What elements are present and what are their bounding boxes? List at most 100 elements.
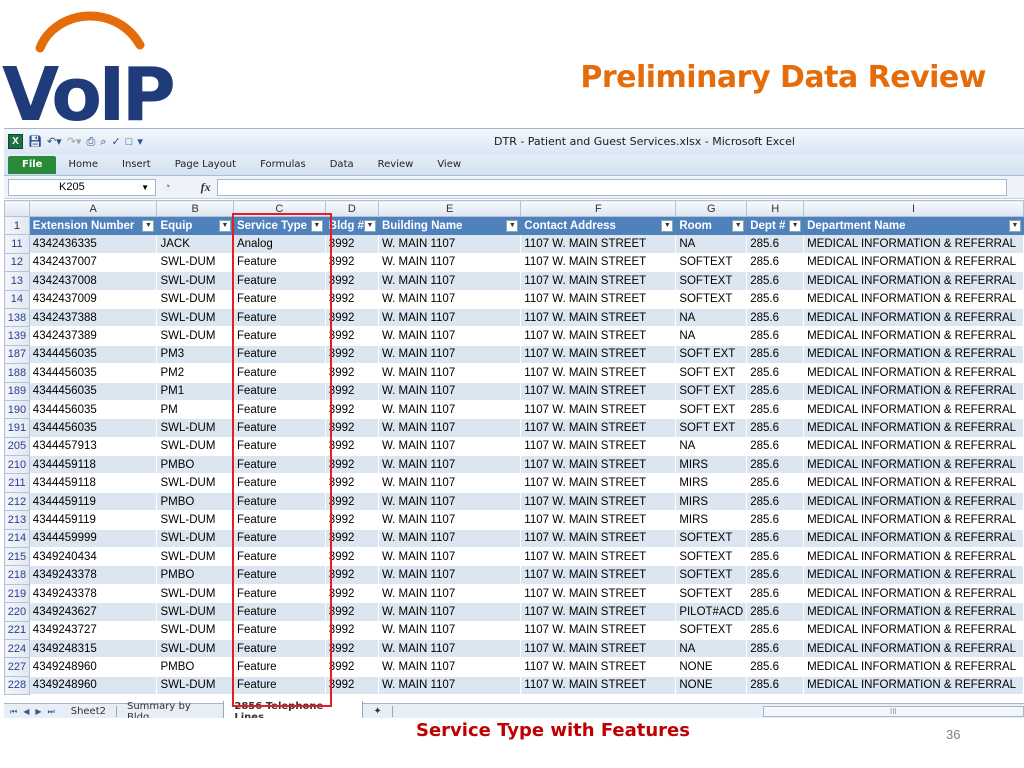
cell-contact-address[interactable]: 1107 W. MAIN STREET [520, 289, 677, 309]
cell-service-type[interactable]: Feature [232, 657, 326, 677]
cell-service-type[interactable]: Feature [232, 565, 326, 585]
cell-contact-address[interactable]: 1107 W. MAIN STREET [520, 583, 677, 604]
cell-room[interactable]: NONE [675, 675, 748, 696]
row-number[interactable]: 11 [4, 234, 30, 254]
horizontal-scrollbar[interactable]: III [762, 706, 1024, 717]
row-number[interactable]: 220 [4, 602, 30, 622]
cell-service-type[interactable]: Feature [232, 418, 326, 438]
cell-extension-number[interactable]: 4344457913 [28, 436, 158, 457]
cell-room[interactable]: MIRS [675, 455, 748, 475]
row-number[interactable]: 139 [4, 326, 30, 346]
cell-building-name[interactable]: W. MAIN 1107 [377, 381, 522, 401]
last-sheet-icon[interactable]: ⏭ [47, 706, 55, 716]
cell-building-name[interactable]: W. MAIN 1107 [377, 473, 522, 493]
cell-extension-number[interactable]: 4342437008 [28, 271, 158, 291]
cell-dept[interactable]: 285.6 [746, 473, 805, 493]
cell-building-name[interactable]: W. MAIN 1107 [377, 271, 522, 291]
tab-review[interactable]: Review [377, 158, 414, 170]
cell-department-name[interactable]: MEDICAL INFORMATION & REFERRAL [803, 326, 1024, 346]
cell-room[interactable]: NONE [675, 657, 748, 677]
cell-department-name[interactable]: MEDICAL INFORMATION & REFERRAL [803, 363, 1024, 383]
cell-dept[interactable]: 285.6 [746, 620, 805, 640]
cell-contact-address[interactable]: 1107 W. MAIN STREET [520, 620, 677, 640]
column-header[interactable]: D [324, 200, 379, 217]
cell-equip[interactable]: SWL-DUM [156, 307, 234, 328]
tab-view[interactable]: View [437, 158, 462, 170]
cell-bldg[interactable]: 3992 [324, 620, 379, 640]
header-contact-address[interactable]: Contact Address ▼ [520, 215, 677, 236]
cell-service-type[interactable]: Feature [232, 436, 326, 457]
cell-department-name[interactable]: MEDICAL INFORMATION & REFERRAL [803, 675, 1024, 696]
row-number[interactable]: 189 [4, 381, 30, 401]
cell-equip[interactable]: PMBO [156, 657, 234, 677]
zoom-icon[interactable]: ⌕ [100, 135, 107, 148]
cell-equip[interactable]: SWL-DUM [156, 326, 234, 346]
cell-dept[interactable]: 285.6 [746, 638, 805, 659]
cell-dept[interactable]: 285.6 [746, 657, 805, 677]
cell-department-name[interactable]: MEDICAL INFORMATION & REFERRAL [803, 602, 1024, 622]
header-building-name[interactable]: Building Name ▼ [377, 215, 522, 236]
cell-building-name[interactable]: W. MAIN 1107 [377, 510, 522, 530]
cell-department-name[interactable]: MEDICAL INFORMATION & REFERRAL [803, 638, 1024, 659]
cell-room[interactable]: SOFTEXT [675, 271, 748, 291]
cell-building-name[interactable]: W. MAIN 1107 [377, 252, 522, 273]
cell-contact-address[interactable]: 1107 W. MAIN STREET [520, 271, 677, 291]
cell-bldg[interactable]: 3992 [324, 381, 379, 401]
cell-dept[interactable]: 285.6 [746, 675, 805, 696]
cell-equip[interactable]: PM [156, 399, 234, 420]
cell-service-type[interactable]: Feature [232, 473, 326, 493]
cell-extension-number[interactable]: 4349243378 [28, 583, 158, 604]
column-header[interactable]: E [377, 200, 522, 217]
cell-service-type[interactable]: Feature [232, 528, 326, 549]
row-number[interactable]: 228 [4, 675, 30, 696]
header-room[interactable]: Room ▼ [675, 215, 748, 236]
cell-dept[interactable]: 285.6 [746, 418, 805, 438]
cell-extension-number[interactable]: 4342437007 [28, 252, 158, 273]
excel-app-icon[interactable]: X [8, 134, 23, 149]
cell-contact-address[interactable]: 1107 W. MAIN STREET [520, 455, 677, 475]
cell-department-name[interactable]: MEDICAL INFORMATION & REFERRAL [803, 510, 1024, 530]
cell-bldg[interactable]: 3992 [324, 363, 379, 383]
cell-contact-address[interactable]: 1107 W. MAIN STREET [520, 344, 677, 365]
cell-room[interactable]: MIRS [675, 491, 748, 512]
cell-building-name[interactable]: W. MAIN 1107 [377, 657, 522, 677]
insert-sheet-icon[interactable]: ✦ [363, 706, 393, 717]
cell-contact-address[interactable]: 1107 W. MAIN STREET [520, 510, 677, 530]
cell-equip[interactable]: SWL-DUM [156, 583, 234, 604]
cell-building-name[interactable]: W. MAIN 1107 [377, 363, 522, 383]
header-extension-number[interactable]: Extension Number ▼ [28, 215, 158, 236]
cell-building-name[interactable]: W. MAIN 1107 [377, 344, 522, 365]
cell-contact-address[interactable]: 1107 W. MAIN STREET [520, 399, 677, 420]
cell-bldg[interactable]: 3992 [324, 638, 379, 659]
cell-department-name[interactable]: MEDICAL INFORMATION & REFERRAL [803, 583, 1024, 604]
cell-extension-number[interactable]: 4344459119 [28, 510, 158, 530]
redo-icon[interactable]: ↷▾ [66, 135, 82, 148]
cell-contact-address[interactable]: 1107 W. MAIN STREET [520, 675, 677, 696]
cell-room[interactable]: NA [675, 326, 748, 346]
cell-department-name[interactable]: MEDICAL INFORMATION & REFERRAL [803, 565, 1024, 585]
cell-contact-address[interactable]: 1107 W. MAIN STREET [520, 381, 677, 401]
cell-equip[interactable]: JACK [156, 234, 234, 254]
cell-bldg[interactable]: 3992 [324, 326, 379, 346]
filter-dropdown-icon[interactable]: ▼ [218, 220, 231, 232]
cell-extension-number[interactable]: 4344456035 [28, 344, 158, 365]
cell-building-name[interactable]: W. MAIN 1107 [377, 528, 522, 549]
cell-building-name[interactable]: W. MAIN 1107 [377, 436, 522, 457]
cell-dept[interactable]: 285.6 [746, 381, 805, 401]
cell-equip[interactable]: SWL-DUM [156, 638, 234, 659]
header-equip[interactable]: Equip ▼ [156, 215, 234, 236]
cell-equip[interactable]: SWL-DUM [156, 252, 234, 273]
column-header[interactable]: H [746, 200, 805, 217]
cell-room[interactable]: SOFTEXT [675, 583, 748, 604]
cell-room[interactable]: SOFT EXT [675, 399, 748, 420]
cell-room[interactable]: NA [675, 436, 748, 457]
row-number[interactable]: 214 [4, 528, 30, 549]
cell-service-type[interactable]: Feature [232, 510, 326, 530]
filter-active-icon[interactable]: ▼ [363, 220, 376, 232]
cell-bldg[interactable]: 3992 [324, 399, 379, 420]
cell-service-type[interactable]: Feature [232, 491, 326, 512]
cell-dept[interactable]: 285.6 [746, 547, 805, 567]
cell-extension-number[interactable]: 4349240434 [28, 547, 158, 567]
cell-extension-number[interactable]: 4349243378 [28, 565, 158, 585]
cell-department-name[interactable]: MEDICAL INFORMATION & REFERRAL [803, 528, 1024, 549]
